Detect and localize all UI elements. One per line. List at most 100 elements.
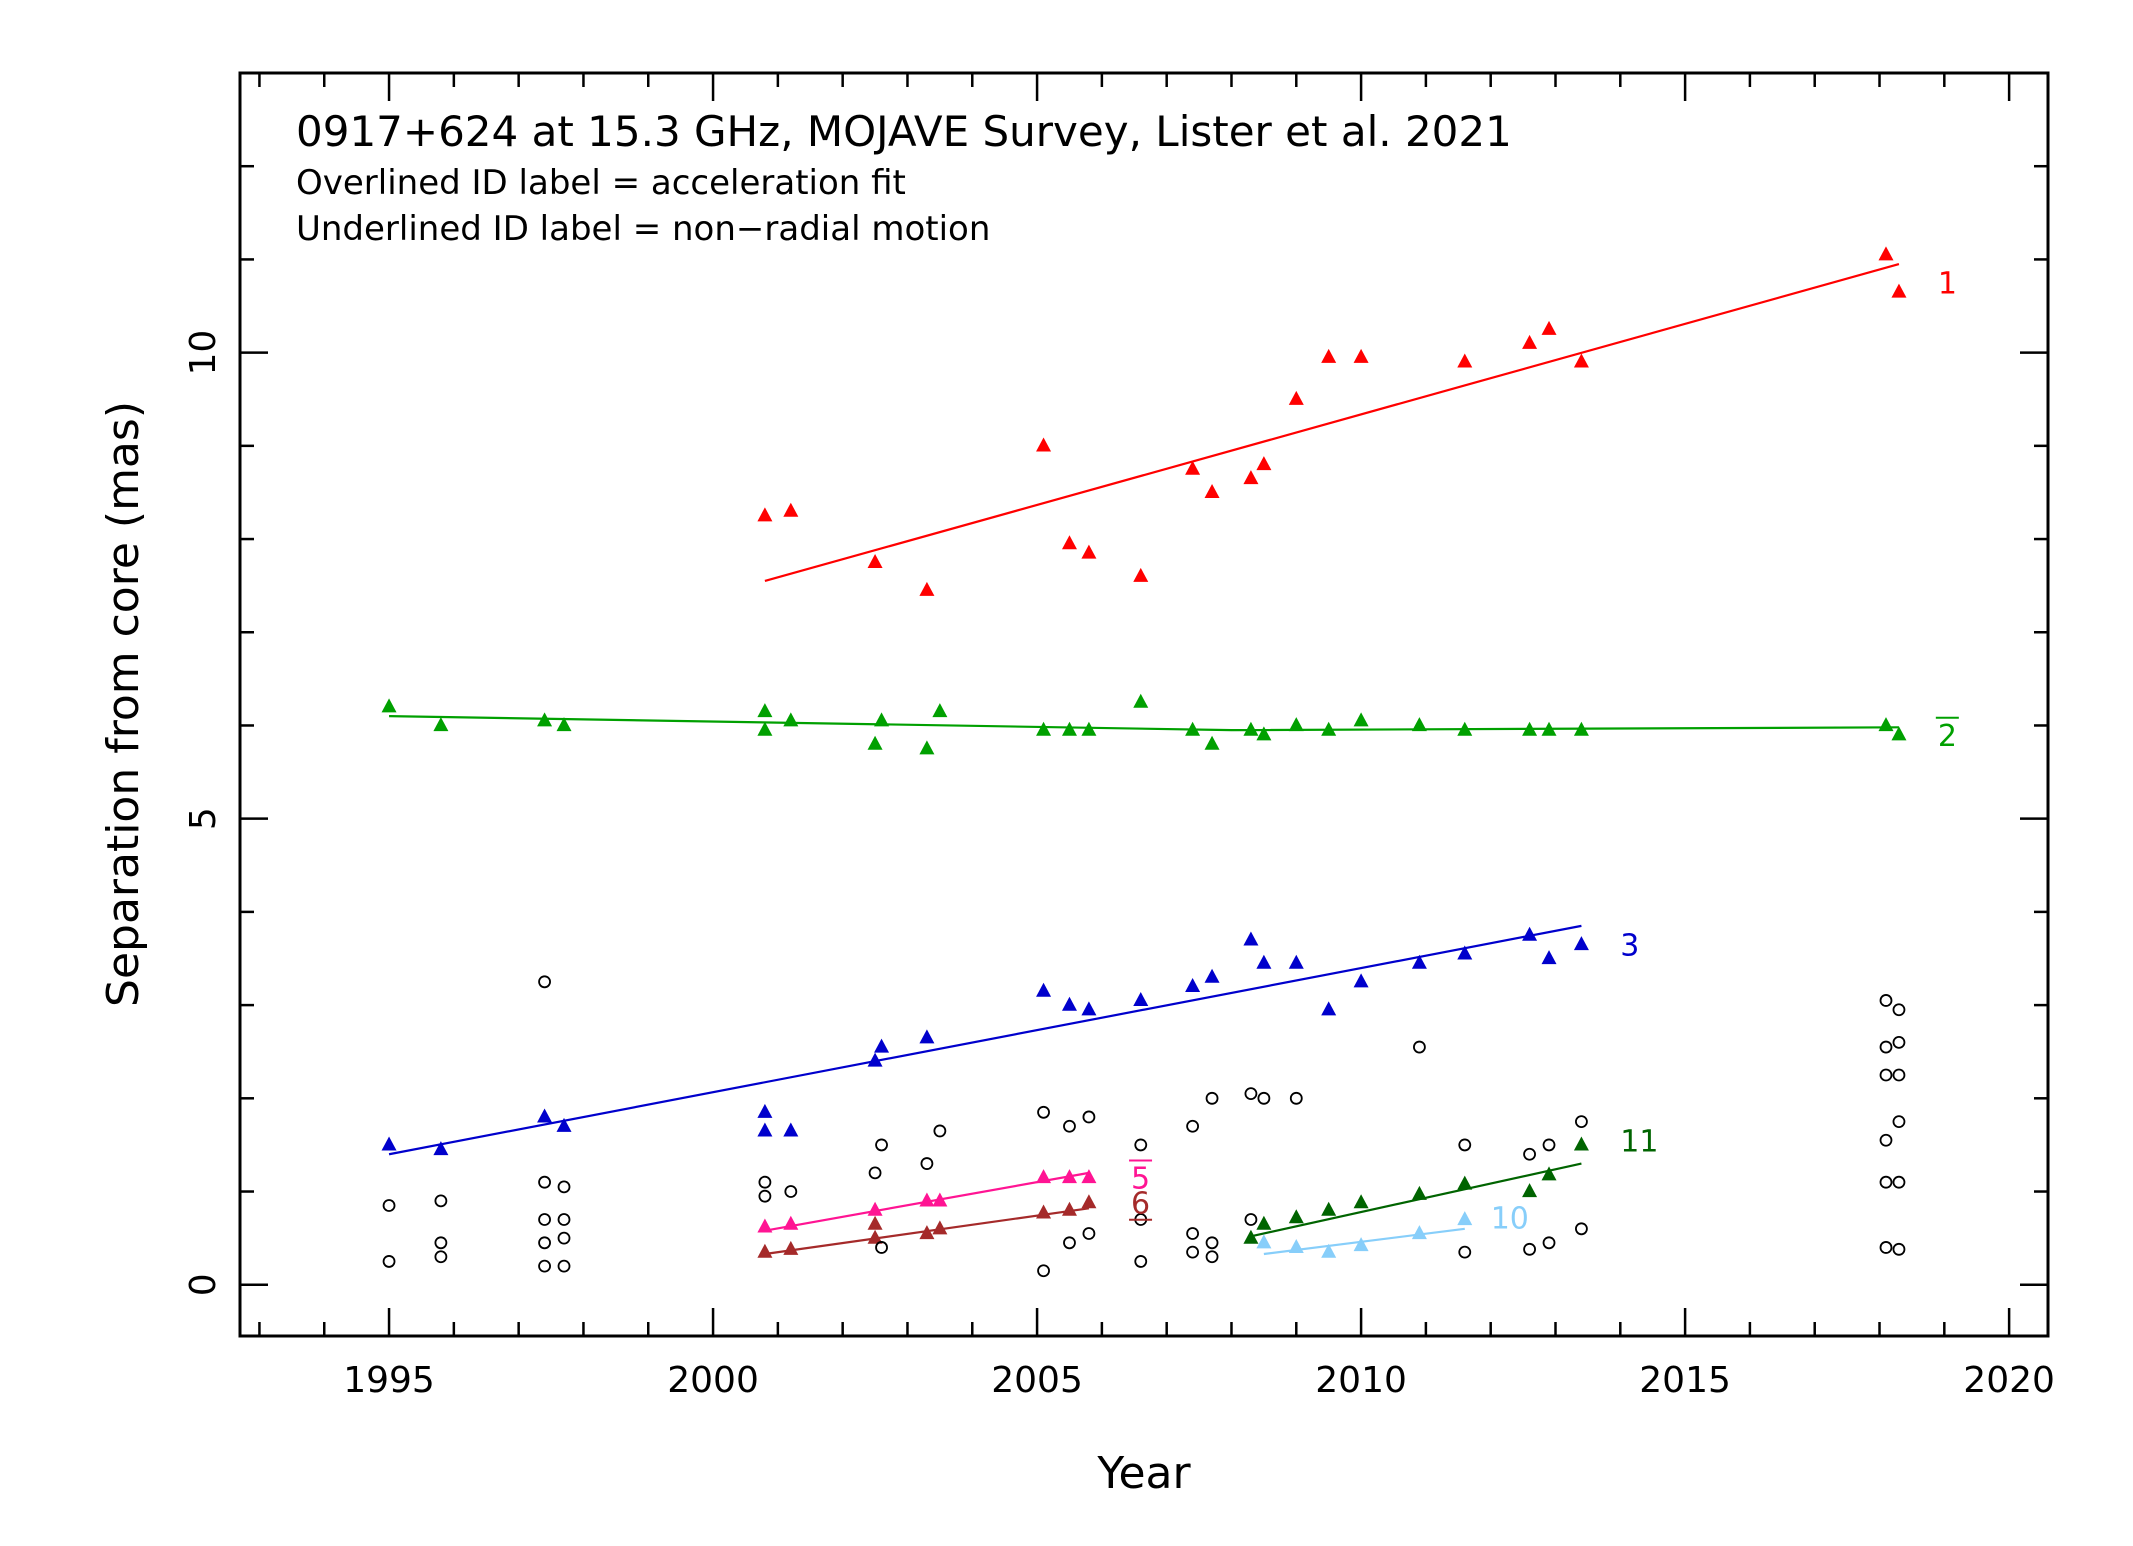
- data-point: [1036, 721, 1052, 736]
- data-point: [1321, 1243, 1337, 1258]
- data-point: [920, 1157, 934, 1170]
- fit-line-3: [388, 924, 1582, 1156]
- data-point: [1892, 1068, 1906, 1082]
- data-point: [1522, 926, 1538, 941]
- data-point: [757, 1218, 773, 1233]
- data-point: [783, 1215, 799, 1230]
- data-point: [1458, 1245, 1472, 1259]
- data-point: [919, 1029, 935, 1044]
- data-point: [784, 1185, 798, 1198]
- data-point: [1321, 1001, 1337, 1016]
- series-label-2: 2: [1938, 719, 1957, 754]
- data-point: [1542, 1236, 1556, 1250]
- data-point: [1061, 721, 1077, 736]
- data-point: [758, 1175, 772, 1189]
- data-point: [1891, 283, 1907, 298]
- data-point: [382, 1199, 396, 1212]
- data-point: [1411, 1185, 1427, 1200]
- data-point: [537, 712, 553, 727]
- x-tick-label: 2000: [667, 1360, 759, 1401]
- data-point: [434, 1236, 448, 1250]
- data-point: [867, 1201, 883, 1216]
- data-point: [1892, 1242, 1906, 1256]
- data-point: [381, 698, 397, 713]
- data-point: [1413, 1040, 1426, 1054]
- data-point: [1204, 484, 1220, 499]
- data-point: [919, 1225, 935, 1240]
- data-point: [1081, 721, 1097, 736]
- data-point: [1243, 721, 1259, 736]
- data-point: [1036, 1204, 1052, 1219]
- data-point: [1185, 460, 1201, 475]
- series-label-11: 11: [1620, 1124, 1658, 1159]
- data-point: [758, 1189, 772, 1203]
- data-point: [1186, 1245, 1200, 1259]
- data-point: [1457, 945, 1473, 960]
- data-point: [1353, 712, 1369, 727]
- data-point: [1573, 721, 1589, 736]
- data-point: [933, 1124, 947, 1138]
- data-point: [932, 703, 948, 718]
- data-point: [1879, 1241, 1893, 1254]
- data-point: [1321, 348, 1337, 363]
- x-tick-label: 2010: [1315, 1360, 1407, 1401]
- data-point: [1892, 1115, 1906, 1129]
- data-point: [1205, 1250, 1219, 1264]
- data-point: [1081, 1169, 1097, 1184]
- data-point: [1542, 1138, 1556, 1152]
- data-point: [1037, 1105, 1050, 1119]
- data-point: [1061, 1169, 1077, 1184]
- data-point: [557, 1180, 571, 1194]
- data-point: [556, 717, 572, 732]
- data-point: [1082, 1227, 1096, 1240]
- data-point: [1411, 717, 1427, 732]
- y-tick-label: 10: [183, 330, 224, 376]
- data-point: [1892, 1035, 1906, 1049]
- data-point: [1522, 1183, 1538, 1198]
- data-point: [757, 703, 773, 718]
- data-point: [1522, 721, 1538, 736]
- data-point: [1204, 735, 1220, 750]
- data-point: [382, 1255, 396, 1268]
- data-point: [919, 740, 935, 755]
- data-point: [757, 1243, 773, 1258]
- data-point: [557, 1231, 571, 1245]
- data-point: [1892, 1175, 1906, 1189]
- series-label-10: 10: [1491, 1202, 1529, 1237]
- data-point: [1541, 320, 1557, 335]
- data-point: [1186, 1227, 1200, 1240]
- data-point: [1081, 1194, 1097, 1209]
- data-point: [757, 1103, 773, 1118]
- axis-ticks: 1995 2000 2005 2010 2015 2020 0 5 10: [183, 71, 2055, 1401]
- data-point: [1353, 1237, 1369, 1252]
- data-point: [1411, 1225, 1427, 1240]
- y-tick-label: 0: [183, 1273, 224, 1296]
- data-point: [1457, 1175, 1473, 1190]
- data-point: [1573, 1136, 1589, 1151]
- data-point: [557, 1259, 571, 1273]
- series-label-5: 5: [1131, 1162, 1150, 1197]
- data-point: [538, 1259, 551, 1273]
- data-point: [1186, 1119, 1200, 1133]
- data-point: [1081, 1001, 1097, 1016]
- data-point: [1321, 721, 1337, 736]
- data-point: [556, 1117, 572, 1132]
- data-point: [1082, 1110, 1096, 1124]
- data-point: [783, 502, 799, 517]
- data-point: [434, 1194, 448, 1208]
- data-point: [1879, 1040, 1893, 1054]
- data-point: [1244, 1213, 1258, 1226]
- data-point: [434, 1250, 448, 1264]
- data-point: [433, 717, 449, 732]
- data-point: [1185, 978, 1201, 993]
- data-point: [1878, 246, 1894, 261]
- data-point: [1321, 1201, 1337, 1216]
- data-point: [1458, 1138, 1472, 1152]
- data-point: [1243, 931, 1259, 946]
- data-point: [1288, 1239, 1304, 1254]
- data-point: [1243, 470, 1259, 485]
- data-point: [1541, 1166, 1557, 1181]
- data-point: [1289, 1091, 1303, 1105]
- data-point: [1256, 1234, 1272, 1249]
